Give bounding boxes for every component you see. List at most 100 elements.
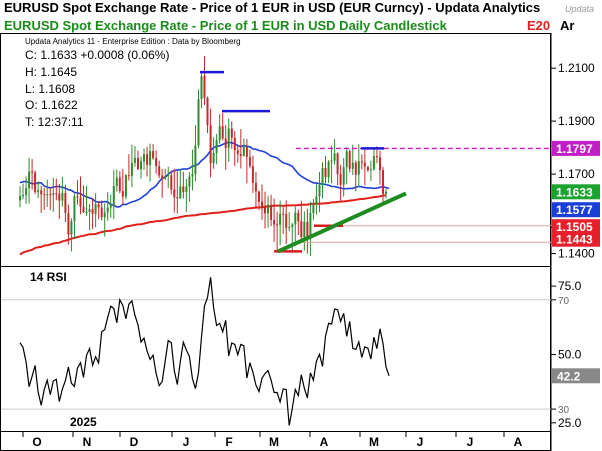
price-panel (0, 33, 551, 267)
low-readout: L: 1.1608 (25, 82, 75, 96)
price-tag (552, 140, 600, 156)
title-red-fragment: E20 (527, 18, 550, 33)
candlestick-series (19, 56, 387, 256)
candle-body (345, 151, 348, 168)
candle-body (31, 171, 34, 173)
candle-body (209, 125, 212, 164)
price-tag-label: 1.1577 (556, 203, 593, 217)
time-readout: T: 12:37:11 (25, 115, 84, 129)
candle-body (167, 175, 170, 177)
candle-body (146, 154, 149, 165)
candle-body (88, 209, 91, 212)
rsi-tick-label: 75.0 (558, 279, 582, 293)
candle-body (137, 157, 139, 169)
candle-body (248, 156, 251, 167)
rsi-label: 14 RSI (30, 270, 67, 284)
price-tick-label: 1.1400 (558, 247, 595, 261)
candle-body (34, 172, 37, 193)
price-tag (552, 202, 600, 218)
ma-blue-line (19, 141, 390, 208)
price-tag-label: 1.1505 (556, 220, 593, 234)
candle-body (254, 182, 257, 192)
candle-body (318, 185, 321, 197)
price-tag (552, 184, 600, 200)
candle-body (297, 212, 300, 222)
candle-body (251, 166, 254, 183)
candle-body (279, 213, 282, 225)
candle-body (379, 157, 381, 171)
candle-body (85, 212, 88, 213)
rsi-tick-label: 70 (558, 296, 570, 307)
candle-body (130, 163, 133, 176)
candle-body (351, 162, 354, 169)
annotations (200, 70, 551, 254)
uptrend-line (277, 191, 407, 254)
candle-body (212, 152, 215, 164)
candle-body (242, 146, 245, 156)
candle-body (382, 170, 384, 194)
candle-body (288, 227, 291, 229)
watermark-text: Updata (565, 4, 594, 14)
subtitle-strip (0, 16, 551, 33)
candle-body (188, 176, 191, 187)
rsi-series (1, 277, 551, 426)
candle-body (233, 137, 236, 151)
candle-body (224, 138, 227, 148)
candle-body (282, 213, 285, 215)
candle-body (158, 166, 161, 176)
price-tag-label: 1.1633 (556, 185, 593, 199)
price-tag (552, 231, 600, 247)
candle-body (22, 195, 24, 197)
rsi-tag-label: 42.2 (557, 369, 581, 383)
candle-body (324, 168, 327, 178)
rsi-panel (0, 266, 551, 432)
candle-body (179, 186, 182, 199)
candle-body (273, 219, 276, 225)
candle-body (206, 97, 209, 126)
candle-body (309, 213, 312, 239)
price-tick-label: 1.1900 (558, 114, 595, 128)
candle-body (161, 175, 164, 179)
header-strip (0, 0, 602, 16)
candle-body (270, 204, 273, 220)
title-right-fragment: Ar (560, 18, 574, 33)
candle-body (321, 168, 324, 186)
month-label: F (225, 435, 232, 449)
candle-body (46, 194, 49, 196)
candle-body (385, 191, 387, 194)
candle-body (221, 126, 224, 139)
candle-body (264, 206, 266, 214)
candle-body (366, 166, 369, 171)
candle-body (127, 175, 130, 177)
candle-body (315, 196, 318, 204)
candle-body (82, 206, 85, 212)
candle-body (261, 201, 263, 207)
candle-body (140, 161, 142, 170)
candle-body (333, 153, 336, 161)
candle-body (79, 197, 82, 207)
candle-body (330, 160, 333, 162)
price-tag-label: 1.1797 (556, 142, 593, 156)
candle-body (360, 161, 363, 163)
candle-body (40, 190, 43, 195)
rsi-tag (552, 368, 600, 384)
candle-body (194, 145, 197, 175)
candle-body (236, 150, 239, 154)
candle-body (369, 169, 372, 171)
candle-body (339, 174, 342, 185)
candle-body (61, 192, 64, 201)
candle-body (149, 151, 152, 165)
candle-body (191, 174, 194, 177)
candle-body (43, 194, 46, 196)
rsi-tick-label: 25.0 (558, 416, 582, 430)
month-label: D (130, 435, 139, 449)
source-line: Updata Analytics 11 - Enterprise Edition… (25, 37, 241, 46)
candle-body (303, 221, 306, 238)
candle-body (143, 154, 145, 162)
candle-body (109, 205, 112, 208)
candle-body (19, 196, 21, 201)
high-readout: H: 1.1645 (25, 65, 77, 79)
candle-body (182, 186, 185, 193)
candle-body (118, 177, 121, 191)
